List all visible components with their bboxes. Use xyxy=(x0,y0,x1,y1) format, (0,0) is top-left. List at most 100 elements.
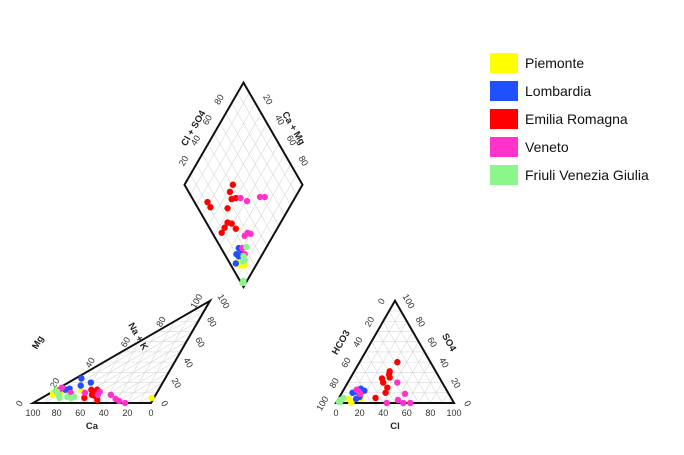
cation-point-lombardia xyxy=(78,375,85,382)
diamond-point-veneto xyxy=(256,193,264,201)
cation-bottom-tick-label: 40 xyxy=(99,408,109,418)
diamond-grid-line xyxy=(219,123,280,226)
cation-bottom-tick-label: 100 xyxy=(25,408,40,418)
diamond-point-lombardia xyxy=(233,251,240,258)
anion-point-veneto xyxy=(394,379,401,386)
diamond-upper-left-tick-label: 60 xyxy=(200,113,214,127)
diamond-point-friuli-venezia-giulia xyxy=(243,243,250,251)
legend-label-piemonte: Piemonte xyxy=(525,55,584,71)
anion-right-tick-label: 40 xyxy=(437,356,451,370)
series-friuli-venezia-giulia xyxy=(52,243,347,406)
cation-right-tick-label: 60 xyxy=(193,335,207,349)
diamond-grid-line xyxy=(201,113,262,216)
anion-point-emilia-romagna xyxy=(394,358,401,366)
anion-left-tick-label: 40 xyxy=(351,335,365,349)
anion-grid-line xyxy=(388,310,443,404)
anion-bottom-tick-label: 80 xyxy=(425,408,435,418)
anion-left-tick-label: 0 xyxy=(376,297,387,306)
diamond-point-emilia-romagna xyxy=(224,219,231,226)
anion-point-emilia-romagna xyxy=(372,394,379,402)
diamond-upper-right-tick-label: 80 xyxy=(296,154,310,168)
anion-point-emilia-romagna xyxy=(386,374,393,381)
anion-point-emilia-romagna xyxy=(382,389,389,396)
legend-swatch-lombardia xyxy=(490,81,518,101)
diamond-grid-line xyxy=(207,123,268,226)
cation-grid-line xyxy=(115,331,158,404)
anion-left-tick-label: 20 xyxy=(363,315,377,329)
anion-grid-line xyxy=(418,372,437,404)
diamond-upper-left-tick-label: 80 xyxy=(212,93,226,107)
diamond-point-lombardia xyxy=(232,260,240,267)
cation-right-tick-label: 100 xyxy=(216,292,232,310)
diamond-point-veneto xyxy=(261,193,268,201)
anion-point-veneto xyxy=(383,399,390,407)
anion-point-friuli-venezia-giulia xyxy=(340,394,347,402)
diamond-point-emilia-romagna xyxy=(221,224,228,231)
anion-grid-line xyxy=(382,321,431,404)
diamond-upper-right-tick-label: 40 xyxy=(273,113,287,127)
anion-right-tick-label: 20 xyxy=(449,376,463,390)
legend-label-lombardia: Lombardia xyxy=(525,83,591,99)
diamond-grid-line xyxy=(196,102,256,206)
anion-right-axis-title: SO4 xyxy=(439,332,458,355)
legend-label-veneto: Veneto xyxy=(525,139,569,155)
diamond-upper-right-tick-label: 60 xyxy=(285,134,299,148)
cation-point-veneto xyxy=(58,384,66,391)
anion-grid-line xyxy=(371,331,413,404)
anion-point-veneto xyxy=(353,386,360,393)
anion-left-axis-title: HCO3 xyxy=(330,328,353,356)
series-veneto xyxy=(56,193,414,407)
diamond-point-emilia-romagna xyxy=(224,205,231,212)
diamond-grid-line xyxy=(231,102,291,206)
diamond-point-veneto xyxy=(243,197,251,205)
data-point-layer xyxy=(49,181,414,407)
cation-point-veneto xyxy=(96,388,103,395)
diamond-upper-right-tick-label: 20 xyxy=(261,93,275,107)
anion-left-tick-label: 100 xyxy=(314,394,330,412)
diamond-frame xyxy=(183,80,304,289)
cation-left-tick-label: 20 xyxy=(48,376,62,390)
diamond-point-emilia-romagna xyxy=(232,225,240,232)
cation-point-veneto xyxy=(107,391,115,399)
legend-swatch-piemonte xyxy=(490,53,518,73)
anion-point-veneto xyxy=(394,396,402,404)
anion-bottom-tick-label: 100 xyxy=(446,408,461,418)
anion-point-veneto xyxy=(401,390,409,398)
diamond-grid-line xyxy=(190,92,250,196)
legend-swatch-veneto xyxy=(490,137,518,157)
cation-point-lombardia xyxy=(77,382,84,389)
cation-bottom-tick-label: 60 xyxy=(75,408,85,418)
cation-grid-line xyxy=(139,392,158,404)
cation-point-veneto xyxy=(121,399,129,407)
cation-bottom-tick-label: 0 xyxy=(148,408,153,418)
diamond-point-emilia-romagna xyxy=(226,188,234,196)
cation-grid-line xyxy=(115,372,169,404)
cation-grid-line xyxy=(138,310,193,404)
legend-swatch-emilia-romagna xyxy=(490,109,518,129)
cation-point-lombardia xyxy=(87,379,95,386)
anion-point-friuli-venezia-giulia xyxy=(335,398,343,406)
cation-point-veneto xyxy=(81,389,89,396)
legend-swatch-friuli-venezia-giulia xyxy=(490,165,518,185)
cation-point-piemonte xyxy=(148,394,155,402)
cation-bottom-tick-label: 20 xyxy=(122,408,132,418)
anion-grid-line xyxy=(441,392,449,404)
cation-point-emilia-romagna xyxy=(81,394,88,402)
cation-grid-line xyxy=(127,382,163,404)
anion-bottom-tick-label: 20 xyxy=(355,408,365,418)
cation-bottom-tick-label: 80 xyxy=(52,408,62,418)
anion-bottom-tick-label: 60 xyxy=(402,408,412,418)
diamond-point-friuli-venezia-giulia xyxy=(240,253,247,260)
cation-point-friuli-venezia-giulia xyxy=(64,393,71,401)
anion-triangle-frame xyxy=(334,298,456,404)
anion-bottom-tick-label: 40 xyxy=(378,408,388,418)
anion-left-tick-label: 80 xyxy=(327,376,341,390)
diamond-point-emilia-romagna xyxy=(207,204,214,211)
diamond-grid-line xyxy=(225,113,286,216)
frame-layer xyxy=(29,80,456,404)
cation-bottom-axis-title: Ca xyxy=(86,421,99,432)
cation-left-tick-label: 100 xyxy=(188,292,204,310)
cation-point-friuli-venezia-giulia xyxy=(56,394,63,402)
anion-point-veneto xyxy=(400,399,407,407)
